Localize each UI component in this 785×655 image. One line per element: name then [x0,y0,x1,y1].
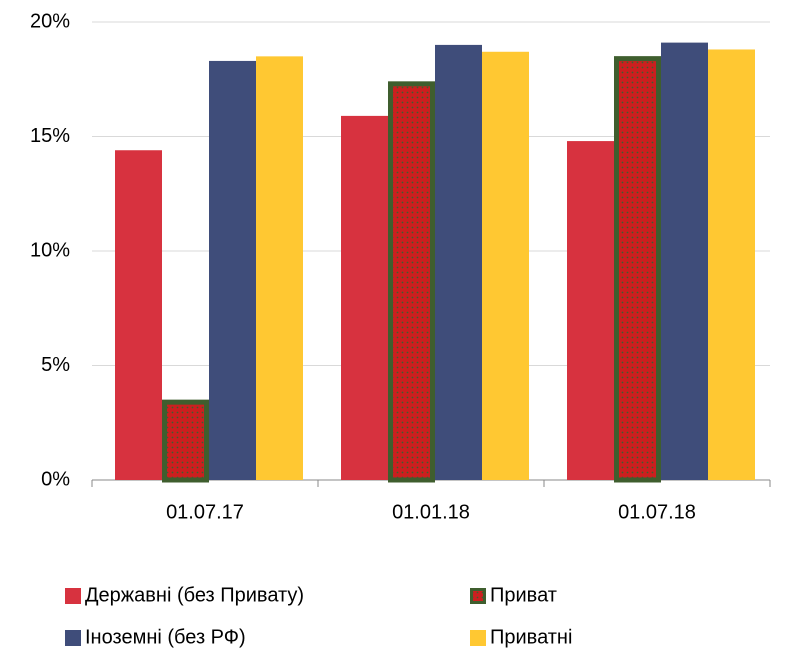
legend-label: Приват [490,584,557,606]
x-tick-label: 01.07.17 [166,501,244,523]
legend-label: Іноземні (без РФ) [85,626,246,648]
bar [115,150,162,481]
legend-swatch [470,630,486,646]
bar [162,399,209,483]
x-tick-label: 01.01.18 [392,501,470,523]
y-tick-label: 15% [30,125,70,147]
bar [482,51,529,481]
legend-swatch [470,588,486,604]
legend-label: Приватні [490,626,572,648]
bar [661,42,708,481]
bar [435,44,482,481]
legend-swatch [65,630,81,646]
bar [708,49,755,480]
y-tick-label: 20% [30,10,70,32]
legend-label: Державні (без Привату) [85,584,304,606]
bar [341,115,388,480]
bar [209,60,256,481]
bar [567,141,614,480]
bar [614,56,661,483]
legend-swatch [65,588,81,604]
bar [388,81,435,483]
x-tick-label: 01.07.18 [618,501,696,523]
bar [256,56,303,480]
y-tick-label: 0% [41,468,70,490]
y-tick-label: 10% [30,239,70,261]
y-tick-label: 5% [41,354,70,376]
